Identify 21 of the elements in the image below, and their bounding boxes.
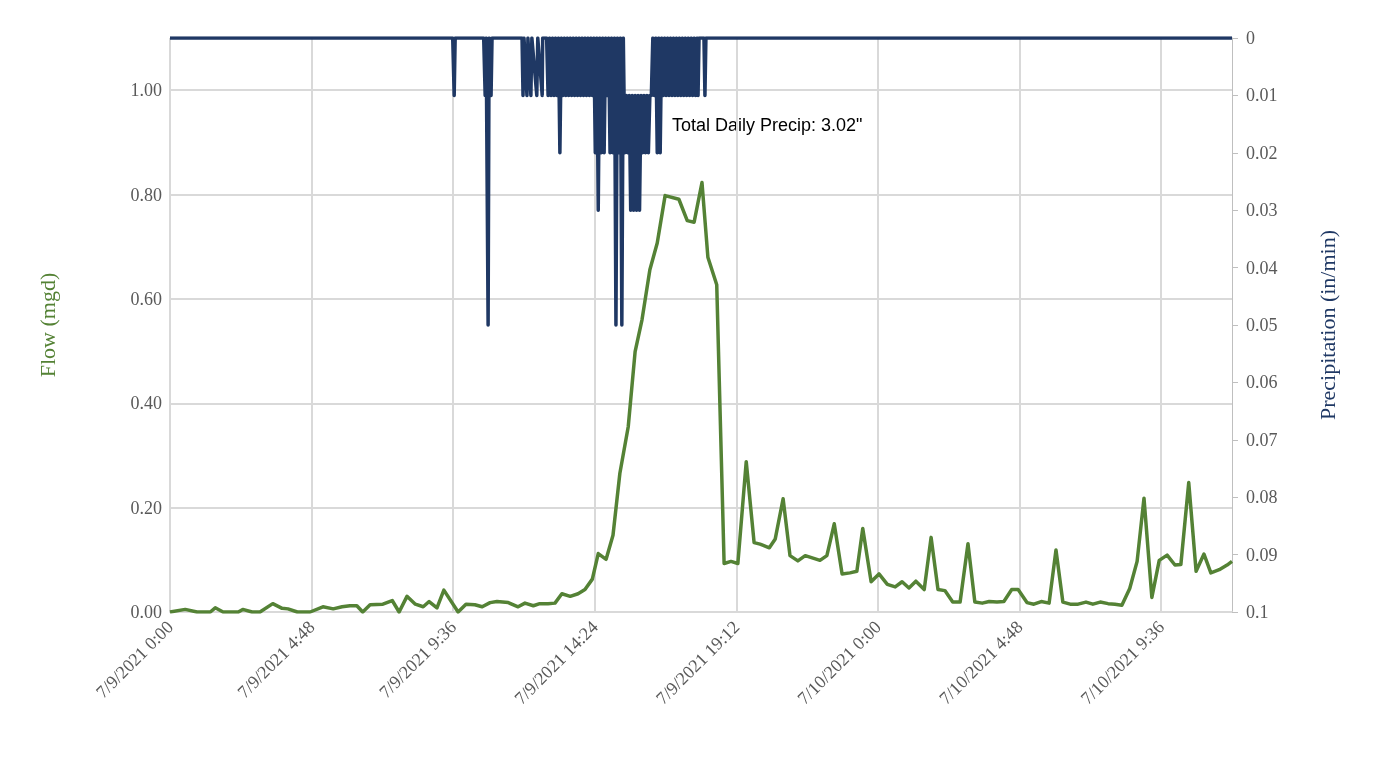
y-tick-label: 0.40 [130,393,162,414]
y-tick-label: 1.00 [130,80,162,101]
y-tick-label: 0.20 [130,497,162,518]
y2-tick-label: 0 [1246,28,1255,48]
y2-tick-label: 0.09 [1246,544,1278,565]
y2-axis-title: Precipitation (in/min) [1314,229,1340,421]
y2-tick-label: 0.04 [1246,257,1278,278]
annotation: Total Daily Precip: 3.02" [672,115,863,135]
y-axis-title: Flow (mgd) [34,272,60,378]
y2-tick-label: 0.07 [1246,429,1278,450]
y2-tick-label: 0.03 [1246,200,1278,221]
y-tick-label: 0.60 [130,288,162,309]
y2-tick-label: 0.1 [1246,602,1269,622]
y-tick-label: 0.80 [130,184,162,205]
y2-tick-label: 0.08 [1246,487,1278,508]
y2-tick-label: 0.06 [1246,372,1278,393]
y2-tick-label: 0.01 [1246,85,1278,106]
y-tick-label: 0.00 [130,602,162,622]
y2-tick-label: 0.05 [1246,315,1278,335]
line-series [168,36,1234,327]
y2-tick-label: 0.02 [1246,142,1278,163]
